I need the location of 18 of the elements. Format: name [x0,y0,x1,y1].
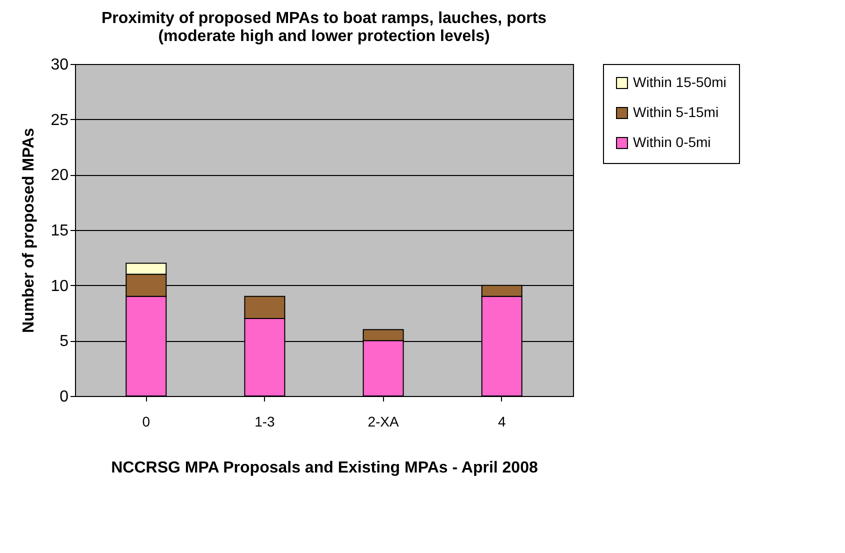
legend-label: Within 0-5mi [633,134,711,150]
x-tick-label: 4 [498,414,506,430]
x-tick-label: 0 [142,414,150,430]
x-tick-label: 1-3 [254,414,276,430]
chart-title: Proximity of proposed MPAs to boat ramps, lauches, ports [101,10,547,27]
y-tick-label: 30 [50,56,69,74]
x-tick-label: 2-XA [368,414,400,430]
y-tick-label: 15 [50,222,69,240]
y-axis-title: Number of proposed MPAs [20,128,38,334]
y-tick-label: 10 [50,278,69,295]
legend-label: Within 15-50mi [633,74,726,90]
legend-label: Within 5-15mi [633,104,719,120]
chart-subtitle: (moderate high and lower protection levels) [158,28,490,45]
y-tick-label: 20 [50,167,69,184]
y-tick-label: 0 [60,388,69,406]
x-axis-title: NCCRSG MPA Proposals and Existing MPAs - April 2008 [111,460,538,476]
y-tick-label: 5 [60,333,69,350]
y-tick-label: 25 [50,112,69,129]
